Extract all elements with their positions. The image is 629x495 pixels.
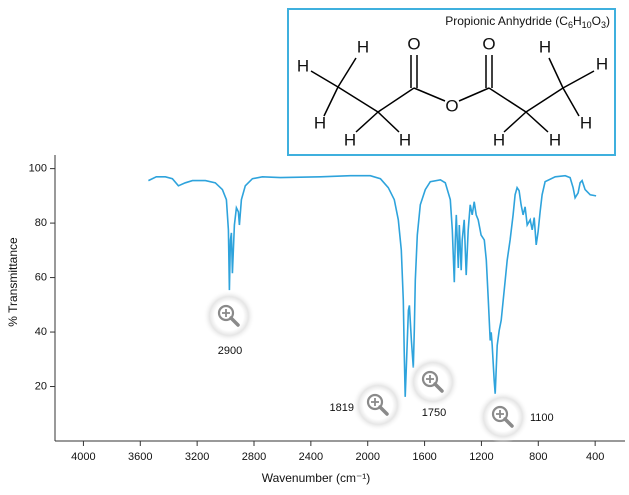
annotation-label: 2900	[218, 345, 242, 357]
atom: H	[549, 130, 561, 149]
spectrum-line	[148, 174, 597, 397]
zoom-lens	[366, 393, 384, 411]
atom: H	[580, 113, 592, 132]
zoom-button[interactable]	[352, 379, 404, 431]
zoom-plus	[426, 375, 434, 383]
x-tick-label: 2000	[355, 451, 379, 463]
molecule-title: Propionic Anhydride (C6H10O3)	[445, 14, 610, 30]
annotation-label: 1819	[330, 402, 354, 414]
atom: O	[445, 96, 458, 115]
zoom-handle	[433, 382, 444, 393]
y-tick-label: 40	[35, 326, 47, 338]
atom: H	[539, 37, 551, 56]
atom: H	[344, 130, 356, 149]
x-tick-label: 1200	[469, 451, 493, 463]
zoom-handle	[229, 316, 240, 327]
x-tick-label: 3600	[128, 451, 152, 463]
x-tick-label: 1600	[412, 451, 436, 463]
zoom-glow	[407, 356, 459, 408]
zoom-plus	[371, 398, 379, 406]
atom: H	[314, 113, 326, 132]
y-axis-label: % Transmittance	[6, 237, 20, 327]
atom: H	[399, 130, 411, 149]
zoom-button[interactable]	[407, 356, 459, 408]
y-tick-label: 80	[35, 217, 47, 229]
x-tick-label: 2800	[242, 451, 266, 463]
zoom-glow	[203, 290, 255, 342]
x-tick-label: 4000	[71, 451, 95, 463]
zoom-plus	[496, 410, 504, 418]
atom: H	[297, 56, 309, 75]
y-tick-label: 100	[29, 163, 47, 175]
zoom-handle	[378, 405, 389, 416]
zoom-lens	[217, 304, 235, 322]
zoom-button[interactable]	[477, 391, 529, 443]
zoom-glow	[477, 391, 529, 443]
atom: H	[357, 37, 369, 56]
x-axis-label: Wavenumber (cm⁻¹)	[262, 471, 371, 485]
zoom-handle	[503, 417, 514, 428]
bonds	[310, 55, 595, 133]
annotation-label: 1100	[530, 412, 554, 424]
zoom-lens	[491, 405, 509, 423]
molecule-box	[287, 8, 616, 156]
y-tick-label: 60	[35, 271, 47, 283]
zoom-lens	[421, 370, 439, 388]
annotation-label: 1750	[422, 407, 446, 419]
x-tick-label: 400	[586, 451, 604, 463]
zoom-plus	[222, 309, 230, 317]
x-tick-label: 2400	[299, 451, 323, 463]
x-tick-label: 800	[529, 451, 547, 463]
y-tick-label: 20	[35, 380, 47, 392]
atom: O	[407, 34, 420, 53]
zoom-button[interactable]	[203, 290, 255, 342]
atom: H	[493, 130, 505, 149]
atom: H	[596, 54, 608, 73]
atom: O	[482, 34, 495, 53]
x-tick-label: 3200	[185, 451, 209, 463]
zoom-glow	[352, 379, 404, 431]
